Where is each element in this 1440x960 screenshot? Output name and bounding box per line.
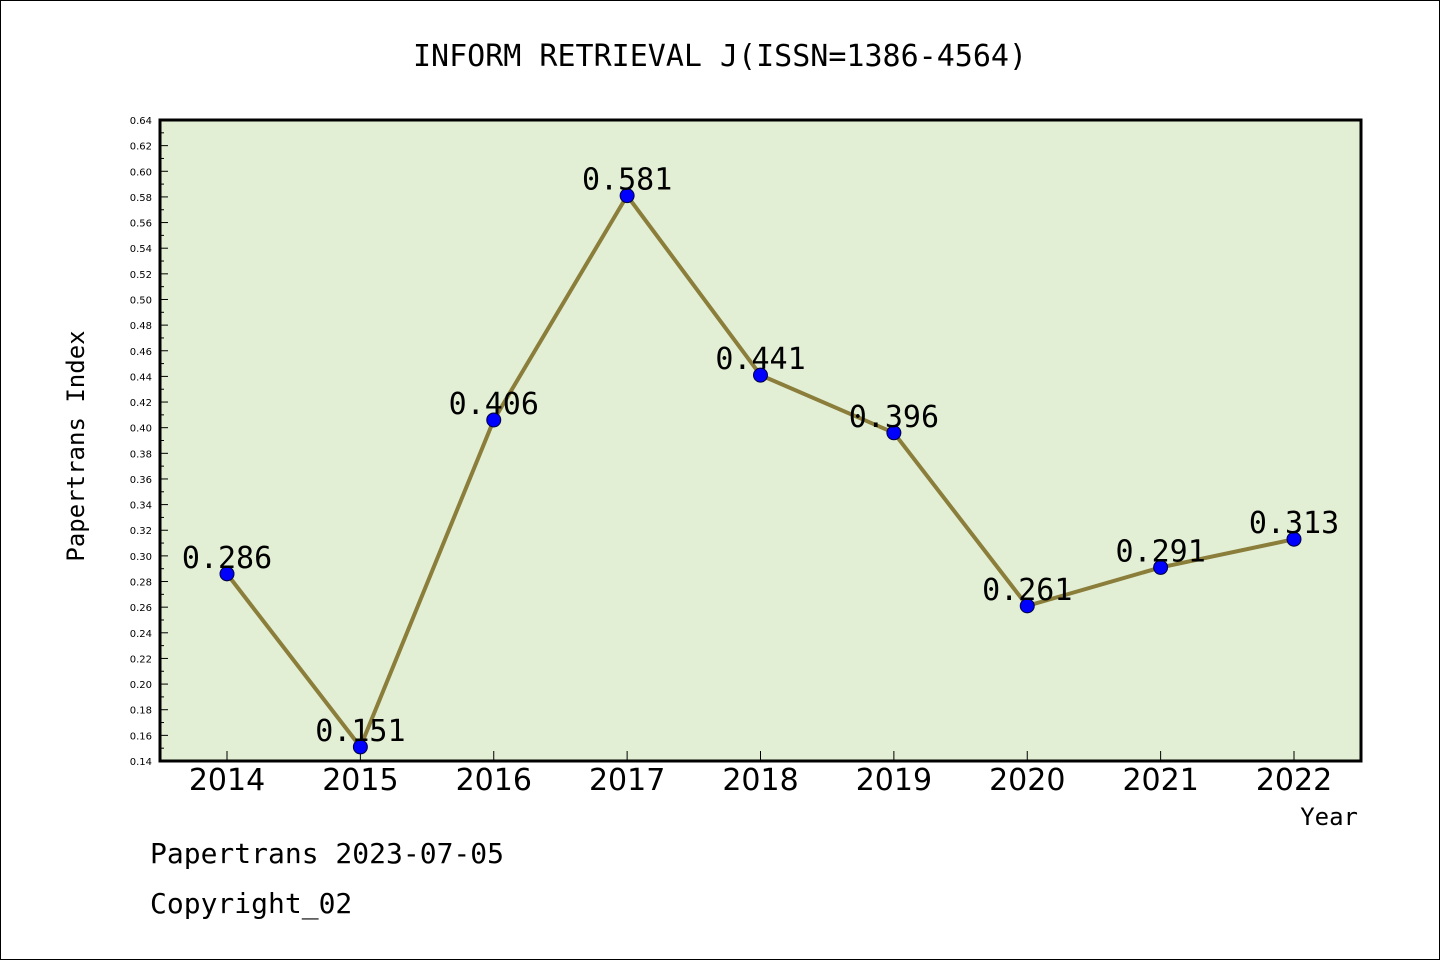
data-point bbox=[1153, 559, 1169, 575]
data-point bbox=[352, 739, 368, 755]
x-tick-label: 2019 bbox=[856, 763, 932, 798]
y-tick-label: 0.38 bbox=[130, 449, 152, 460]
y-tick-label: 0.32 bbox=[130, 526, 152, 537]
data-label: 0.291 bbox=[1115, 534, 1205, 569]
data-label: 0.406 bbox=[449, 387, 539, 422]
x-axis-ticks: 2014 2015 2016 2017 2018 2019 2020 2021 2022 bbox=[189, 751, 1332, 798]
y-tick-label: 0.44 bbox=[130, 372, 152, 383]
y-tick-label: 0.64 bbox=[130, 116, 152, 127]
data-point bbox=[619, 188, 635, 204]
plot-area bbox=[158, 118, 1363, 763]
data-label: 0.441 bbox=[715, 342, 805, 377]
y-tick-label: 0.14 bbox=[130, 757, 152, 768]
x-tick-label: 2014 bbox=[189, 763, 265, 798]
y-tick-label: 0.58 bbox=[130, 193, 152, 204]
data-point bbox=[486, 412, 502, 428]
data-point bbox=[886, 425, 902, 441]
y-tick-label: 0.16 bbox=[130, 731, 152, 742]
footer-copyright: Copyright_02 bbox=[150, 887, 352, 921]
y-tick-label: 0.60 bbox=[130, 167, 152, 178]
y-tick-label: 0.34 bbox=[130, 501, 152, 512]
y-tick-label: 0.24 bbox=[130, 629, 152, 640]
data-label: 0.313 bbox=[1249, 506, 1339, 541]
data-label: 0.261 bbox=[982, 573, 1072, 608]
x-tick-label: 2022 bbox=[1256, 763, 1332, 798]
data-label: 0.286 bbox=[182, 541, 272, 576]
y-tick-label: 0.62 bbox=[130, 142, 152, 153]
y-tick-label: 0.52 bbox=[130, 270, 152, 281]
data-label: 0.396 bbox=[849, 400, 939, 435]
y-tick-label: 0.48 bbox=[130, 321, 152, 332]
x-tick-label: 2017 bbox=[589, 763, 665, 798]
y-tick-label: 0.46 bbox=[130, 347, 152, 358]
x-tick-label: 2021 bbox=[1122, 763, 1198, 798]
y-tick-label: 0.42 bbox=[130, 398, 152, 409]
y-tick-label: 0.18 bbox=[130, 706, 152, 717]
y-tick-label: 0.54 bbox=[130, 244, 152, 255]
y-tick-label: 0.40 bbox=[130, 424, 152, 435]
y-tick-label: 0.22 bbox=[130, 654, 152, 665]
footer-date: Papertrans 2023-07-05 bbox=[150, 837, 504, 870]
data-point bbox=[753, 367, 768, 383]
data-point bbox=[219, 566, 235, 582]
y-tick-label: 0.28 bbox=[130, 578, 152, 589]
chart-title: INFORM RETRIEVAL J(ISSN=1386-4564) bbox=[413, 39, 1027, 74]
x-tick-label: 2020 bbox=[989, 763, 1065, 798]
x-tick-label: 2015 bbox=[322, 763, 398, 798]
y-tick-label: 0.36 bbox=[130, 475, 152, 486]
x-tick-label: 2016 bbox=[456, 763, 532, 798]
y-axis-label: Papertrans Index bbox=[62, 330, 90, 561]
data-point bbox=[1019, 598, 1035, 614]
x-tick-label: 2018 bbox=[722, 763, 798, 798]
y-tick-label: 0.30 bbox=[130, 552, 152, 563]
data-point bbox=[1286, 531, 1302, 547]
y-tick-label: 0.56 bbox=[130, 219, 152, 230]
data-label: 0.581 bbox=[582, 163, 672, 198]
y-axis-ticks: 0.14 0.16 0.18 0.20 0.22 0.24 0.26 0.28 0.30 0.32… bbox=[130, 116, 168, 768]
data-label: 0.151 bbox=[315, 714, 405, 749]
y-tick-label: 0.20 bbox=[130, 680, 152, 691]
data-labels-layer: 0.286 0.151 0.406 0.581 0.441 0.396 0.261 0.291… bbox=[182, 163, 1339, 749]
x-axis-label: Year bbox=[1300, 803, 1358, 831]
y-tick-label: 0.50 bbox=[130, 295, 152, 306]
series-layer bbox=[219, 188, 1302, 755]
y-tick-label: 0.26 bbox=[130, 603, 152, 614]
